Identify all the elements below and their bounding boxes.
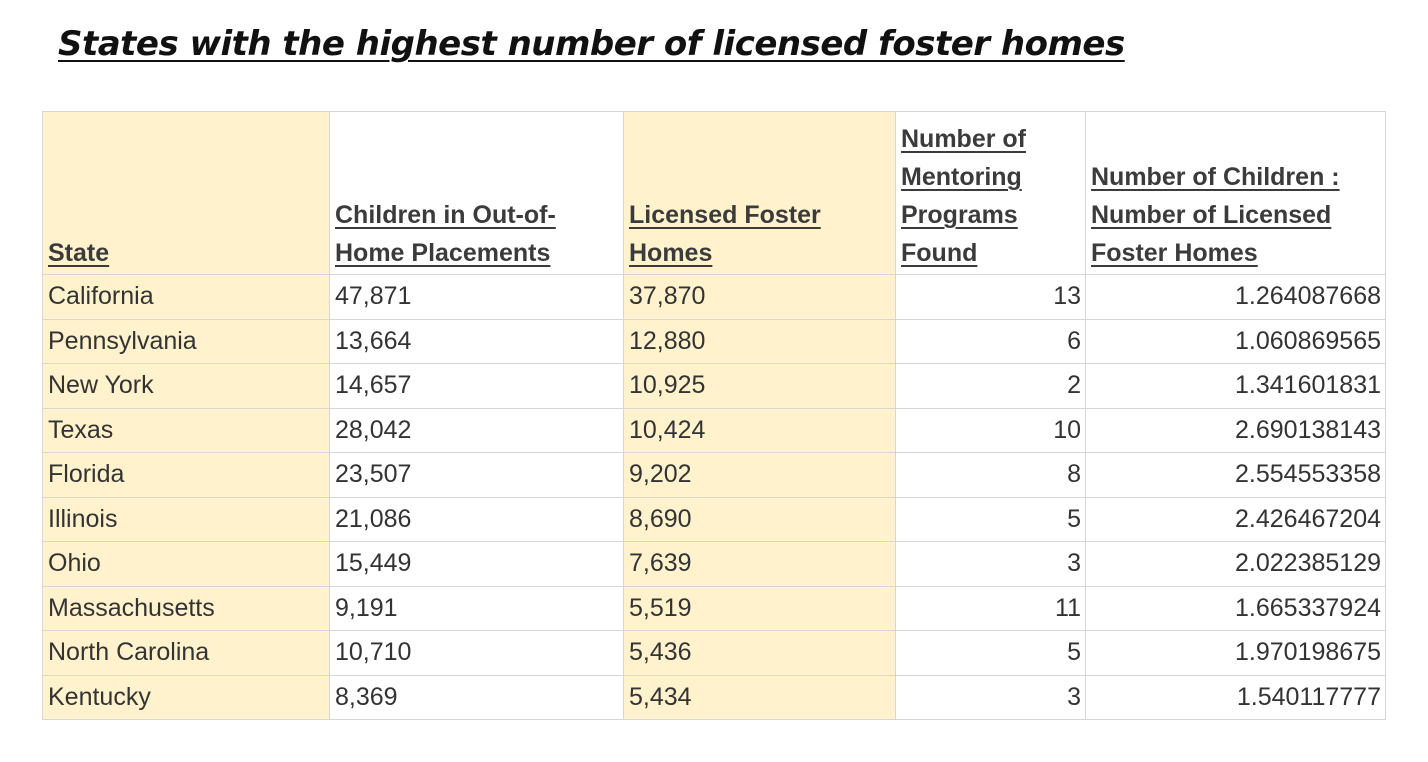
state-cell: Pennsylvania [42,318,330,364]
state-cell: North Carolina [42,630,330,676]
mentoring-programs-cell: 13 [895,274,1086,320]
ratio-cell: 1.665337924 [1085,585,1386,631]
foster-homes-table: State Children in Out-of-Home Placements… [42,111,1386,720]
licensed-homes-cell: 5,436 [623,630,896,676]
state-cell: Massachusetts [42,585,330,631]
children-placements-cell: 21,086 [329,496,624,542]
table-row: Pennsylvania 13,664 12,880 6 1.060869565 [42,318,1386,364]
ratio-cell: 1.264087668 [1085,274,1386,320]
ratio-cell: 1.341601831 [1085,363,1386,409]
ratio-cell: 1.970198675 [1085,630,1386,676]
licensed-homes-cell: 37,870 [623,274,896,320]
table-row: Kentucky 8,369 5,434 3 1.540117777 [42,674,1386,720]
table-row: Ohio 15,449 7,639 3 2.022385129 [42,541,1386,587]
header-children-ratio[interactable]: Number of Children : Number of Licensed … [1085,111,1386,275]
table-row: Massachusetts 9,191 5,519 11 1.665337924 [42,585,1386,631]
licensed-homes-cell: 8,690 [623,496,896,542]
children-placements-cell: 10,710 [329,630,624,676]
table-row: Texas 28,042 10,424 10 2.690138143 [42,407,1386,453]
mentoring-programs-cell: 3 [895,541,1086,587]
table-row: Florida 23,507 9,202 8 2.554553358 [42,452,1386,498]
licensed-homes-cell: 10,925 [623,363,896,409]
state-cell: Florida [42,452,330,498]
mentoring-programs-cell: 10 [895,407,1086,453]
header-licensed-foster-homes[interactable]: Licensed Foster Homes [623,111,896,275]
mentoring-programs-cell: 11 [895,585,1086,631]
mentoring-programs-cell: 8 [895,452,1086,498]
children-placements-cell: 9,191 [329,585,624,631]
ratio-cell: 2.554553358 [1085,452,1386,498]
ratio-cell: 2.690138143 [1085,407,1386,453]
mentoring-programs-cell: 6 [895,318,1086,364]
children-placements-cell: 8,369 [329,674,624,720]
children-placements-cell: 13,664 [329,318,624,364]
children-placements-cell: 23,507 [329,452,624,498]
table-header-row: State Children in Out-of-Home Placements… [42,111,1386,275]
state-cell: Illinois [42,496,330,542]
licensed-homes-cell: 5,519 [623,585,896,631]
ratio-cell: 1.540117777 [1085,674,1386,720]
page-title: States with the highest number of licens… [58,24,1125,64]
mentoring-programs-cell: 2 [895,363,1086,409]
header-children-placements[interactable]: Children in Out-of-Home Placements [329,111,624,275]
state-cell: Ohio [42,541,330,587]
header-state[interactable]: State [42,111,330,275]
state-cell: Texas [42,407,330,453]
ratio-cell: 2.022385129 [1085,541,1386,587]
ratio-cell: 2.426467204 [1085,496,1386,542]
table-row: New York 14,657 10,925 2 1.341601831 [42,363,1386,409]
licensed-homes-cell: 10,424 [623,407,896,453]
licensed-homes-cell: 9,202 [623,452,896,498]
mentoring-programs-cell: 5 [895,630,1086,676]
children-placements-cell: 47,871 [329,274,624,320]
mentoring-programs-cell: 5 [895,496,1086,542]
ratio-cell: 1.060869565 [1085,318,1386,364]
state-cell: Kentucky [42,674,330,720]
mentoring-programs-cell: 3 [895,674,1086,720]
table-row: Illinois 21,086 8,690 5 2.426467204 [42,496,1386,542]
table-row: North Carolina 10,710 5,436 5 1.970198675 [42,630,1386,676]
table-row: California 47,871 37,870 13 1.264087668 [42,274,1386,320]
children-placements-cell: 15,449 [329,541,624,587]
children-placements-cell: 28,042 [329,407,624,453]
state-cell: New York [42,363,330,409]
header-mentoring-programs[interactable]: Number of Mentoring Programs Found [895,111,1086,275]
licensed-homes-cell: 12,880 [623,318,896,364]
table-body: California 47,871 37,870 13 1.264087668 Penns… [42,274,1386,720]
licensed-homes-cell: 7,639 [623,541,896,587]
state-cell: California [42,274,330,320]
licensed-homes-cell: 5,434 [623,674,896,720]
children-placements-cell: 14,657 [329,363,624,409]
